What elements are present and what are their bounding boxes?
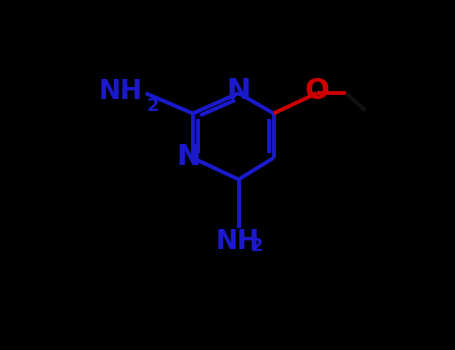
Text: NH: NH <box>99 79 143 105</box>
Text: N: N <box>177 142 201 170</box>
Text: O: O <box>304 77 329 105</box>
Text: 2: 2 <box>146 97 159 115</box>
Text: N: N <box>227 77 251 105</box>
Text: 2: 2 <box>251 237 263 255</box>
Text: NH: NH <box>215 229 259 255</box>
